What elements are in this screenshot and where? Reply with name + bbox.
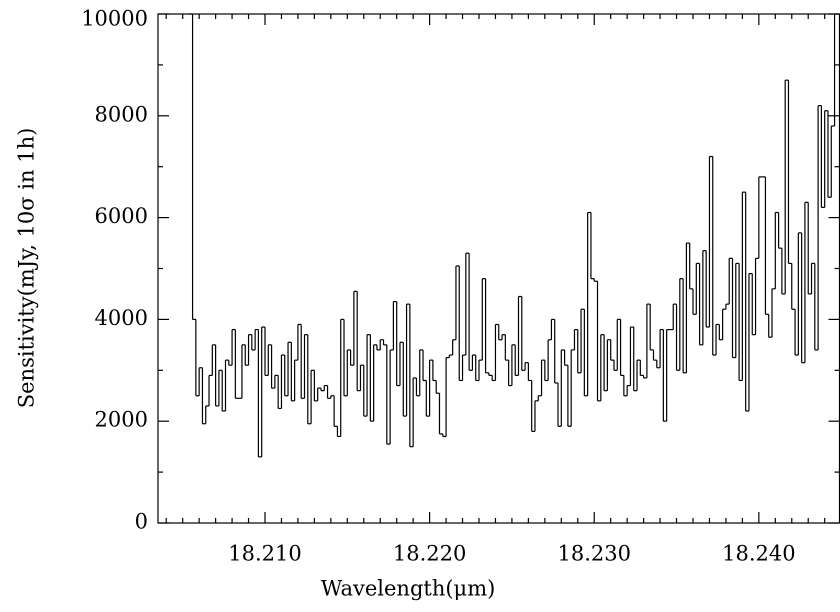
x-axis-label: Wavelength(μm) — [321, 577, 496, 601]
y-tick-label: 4000 — [95, 306, 148, 330]
y-tick-label: 10000 — [81, 7, 148, 31]
x-tick-label: 18.220 — [393, 542, 466, 566]
y-tick-label: 6000 — [95, 204, 148, 228]
y-axis-label: Sensitivity(mJy, 10σ in 1h) — [15, 128, 39, 409]
y-tick-label: 2000 — [95, 408, 148, 432]
plot-frame — [157, 13, 840, 524]
y-tick-label: 8000 — [95, 102, 148, 126]
x-tick-label: 18.210 — [228, 542, 301, 566]
x-tick-label: 18.230 — [557, 542, 630, 566]
y-tick-label: 0 — [135, 510, 148, 534]
x-tick-label: 18.240 — [722, 542, 795, 566]
